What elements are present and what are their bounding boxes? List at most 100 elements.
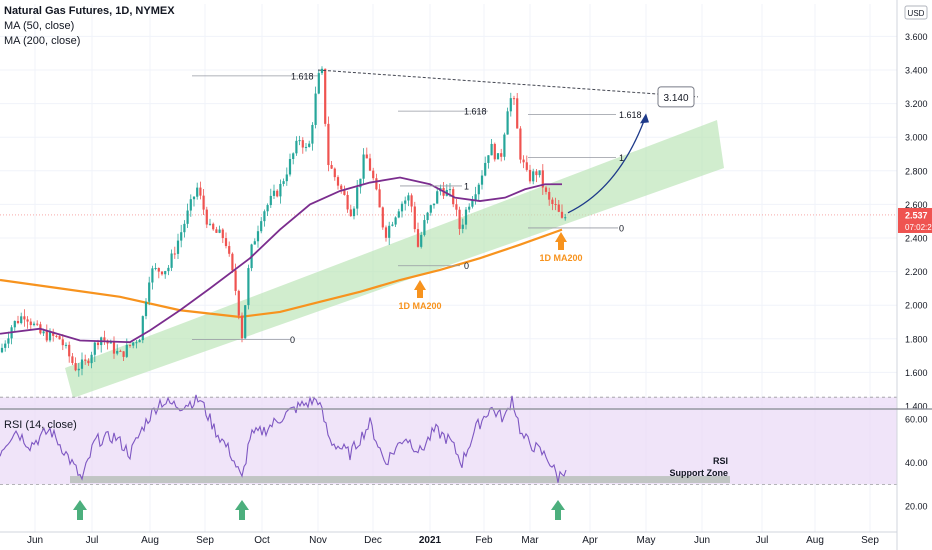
fib-level-label: 1.618	[464, 107, 487, 117]
candle-body	[170, 253, 173, 268]
candle-body	[461, 224, 464, 229]
projection-curve	[567, 115, 647, 214]
candle-body	[519, 128, 522, 160]
annotations: 3.140 1D MA200 1D MA200	[317, 69, 699, 311]
candle-body	[359, 178, 362, 188]
fib-level-label: 0	[619, 223, 624, 233]
candle-body	[474, 194, 477, 200]
candle-body	[282, 181, 285, 184]
candle-body	[112, 341, 116, 354]
candle-body	[378, 189, 381, 208]
candle-body	[52, 331, 55, 336]
candle-body	[183, 223, 186, 233]
candle-body	[298, 140, 301, 142]
candle-body	[292, 153, 295, 159]
candle-body	[423, 220, 426, 235]
candle-body	[48, 331, 52, 341]
time-tick-label: Feb	[475, 535, 493, 546]
price-tick-label: 1.600	[905, 368, 928, 378]
candle-body	[0, 347, 4, 353]
candle-body	[234, 270, 237, 291]
resistance-trendline	[317, 69, 699, 98]
ma50-legend[interactable]: MA (50, close)	[4, 20, 75, 32]
candle-body	[109, 341, 112, 344]
rsi-title[interactable]: RSI (14, close)	[4, 419, 77, 431]
candle-body	[23, 316, 26, 320]
candle-body	[221, 229, 224, 239]
candle-body	[45, 331, 48, 341]
candle-body	[356, 187, 359, 209]
candle-body	[87, 360, 90, 364]
candle-body	[157, 268, 160, 272]
candle-body	[192, 196, 196, 200]
candle-body	[180, 232, 183, 241]
candle-body	[80, 359, 84, 369]
target-box	[657, 86, 695, 108]
last-price-text: 2.537	[905, 210, 928, 220]
candle-body	[42, 331, 45, 334]
candle-body	[61, 339, 64, 346]
ma200-legend[interactable]: MA (200, close)	[4, 35, 81, 47]
candle-body	[336, 177, 340, 186]
candle-body	[324, 68, 327, 124]
fib-level-label: 0	[290, 335, 295, 345]
fib-level-label: 1.618	[619, 110, 642, 120]
candle-body	[266, 205, 269, 212]
candle-body	[116, 350, 119, 354]
candle-body	[413, 206, 416, 230]
ma200-arrow-label: 1D MA200	[539, 253, 582, 263]
candle-body	[327, 123, 330, 166]
legend: Natural Gas Futures, 1D, NYMEX MA (50, c…	[4, 4, 175, 49]
candle-body	[436, 191, 439, 204]
candle-body	[458, 209, 461, 229]
candle-body	[125, 344, 128, 357]
candle-body	[528, 169, 532, 182]
candle-body	[58, 336, 61, 340]
candle-body	[522, 159, 525, 163]
fib-level-label: 1.618	[291, 71, 314, 81]
candle-body	[199, 187, 202, 196]
projection-arrowhead	[640, 113, 649, 124]
candle-body	[237, 290, 240, 316]
candle-body	[538, 170, 541, 176]
candle-body	[333, 168, 336, 178]
candle-body	[544, 187, 548, 192]
time-tick-label: Aug	[141, 535, 159, 546]
candle-body	[13, 320, 16, 328]
candle-body	[500, 153, 503, 157]
rsi-tick-label: 40.00	[905, 458, 928, 468]
candle-body	[480, 175, 484, 185]
candle-body	[205, 209, 208, 225]
candle-body	[429, 205, 432, 213]
price-tick-label: 2.600	[905, 200, 928, 210]
candle-body	[295, 140, 298, 154]
candle-body	[554, 204, 557, 206]
last-price-tag	[898, 207, 932, 221]
rsi-zone-label-2: Support Zone	[670, 468, 729, 478]
candle-body	[551, 199, 554, 205]
candle-body	[308, 143, 311, 147]
candle-body	[160, 271, 164, 275]
currency-badge	[904, 5, 928, 20]
rising-channel	[65, 120, 724, 398]
candle-body	[93, 342, 96, 355]
candle-body	[263, 211, 266, 222]
symbol-title[interactable]: Natural Gas Futures, 1D, NYMEX	[4, 5, 175, 17]
candle-body	[320, 68, 324, 74]
candle-body	[391, 224, 394, 226]
candle-body	[535, 171, 538, 176]
candle-body	[276, 190, 279, 197]
ma200-arrow	[414, 280, 426, 298]
candle-body	[516, 98, 519, 129]
time-tick-label: Jun	[27, 535, 43, 546]
fib-level-label: 1	[619, 153, 624, 163]
candle-body	[96, 342, 100, 346]
fib-levels: 1.618 0 1.618 1 0 1.618 1 0	[192, 71, 642, 345]
candle-body	[74, 362, 77, 371]
ma50-line	[0, 176, 562, 344]
candle-body	[420, 234, 423, 247]
candle-body	[416, 229, 420, 247]
candle-body	[208, 223, 212, 225]
candle-body	[26, 319, 29, 322]
time-tick-label: Mar	[521, 535, 539, 546]
